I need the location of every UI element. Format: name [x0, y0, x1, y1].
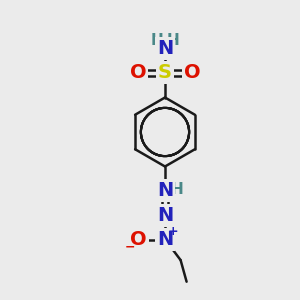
Text: N: N	[157, 230, 173, 249]
Text: H: H	[150, 33, 163, 48]
Text: +: +	[167, 225, 178, 239]
Text: H: H	[167, 33, 180, 48]
Text: S: S	[158, 63, 172, 82]
Text: O: O	[130, 63, 146, 82]
Text: N: N	[157, 206, 173, 225]
Text: O: O	[130, 230, 147, 249]
Text: −: −	[125, 241, 136, 254]
Text: H: H	[171, 182, 183, 196]
Text: O: O	[184, 63, 200, 82]
Text: N: N	[157, 181, 173, 200]
Text: N: N	[157, 39, 173, 58]
